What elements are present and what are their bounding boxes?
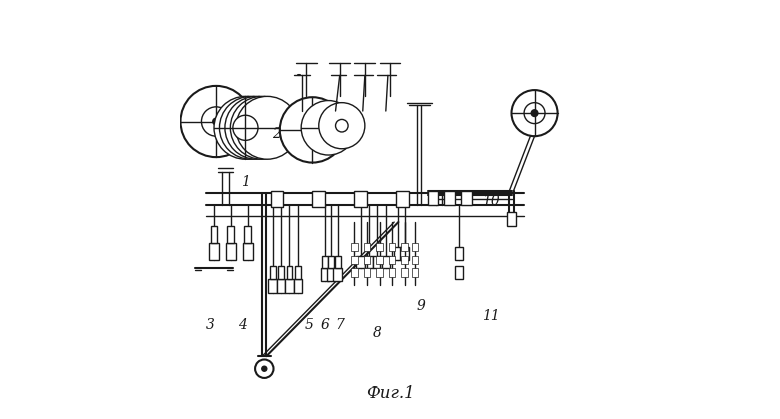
Bar xyxy=(412,268,419,277)
Circle shape xyxy=(301,101,356,155)
Bar xyxy=(211,226,218,243)
Bar xyxy=(363,243,370,251)
Text: 5: 5 xyxy=(305,318,314,332)
Bar xyxy=(376,243,383,251)
Circle shape xyxy=(230,96,293,159)
Bar xyxy=(381,256,390,268)
Bar xyxy=(376,256,383,264)
Text: 1: 1 xyxy=(241,175,250,189)
Bar xyxy=(400,247,409,260)
Circle shape xyxy=(262,366,267,371)
Bar xyxy=(243,243,253,260)
Text: 2: 2 xyxy=(271,127,281,141)
Circle shape xyxy=(180,86,252,157)
Bar xyxy=(388,256,395,264)
Circle shape xyxy=(524,103,545,124)
Bar xyxy=(455,266,463,279)
Text: 11: 11 xyxy=(482,309,499,323)
Bar xyxy=(445,191,455,205)
Circle shape xyxy=(302,119,323,140)
Bar xyxy=(396,191,409,207)
Text: Фиг.1: Фиг.1 xyxy=(366,385,414,402)
Bar xyxy=(268,279,277,293)
Bar xyxy=(394,247,402,260)
Text: 9: 9 xyxy=(417,299,426,313)
Text: 7: 7 xyxy=(335,318,344,332)
Bar xyxy=(376,268,383,277)
Bar xyxy=(507,212,516,226)
Circle shape xyxy=(213,118,219,125)
Bar xyxy=(356,256,365,268)
Bar xyxy=(313,191,325,207)
Text: 6: 6 xyxy=(321,318,329,332)
Text: 3: 3 xyxy=(206,318,215,332)
Bar xyxy=(293,279,302,293)
Text: 10: 10 xyxy=(482,194,499,208)
Bar xyxy=(412,243,419,251)
Bar xyxy=(335,256,341,268)
Bar xyxy=(354,191,367,207)
Bar xyxy=(461,191,472,205)
Circle shape xyxy=(214,96,277,159)
Bar xyxy=(388,243,395,251)
Bar xyxy=(225,243,236,260)
Bar xyxy=(295,266,301,279)
Circle shape xyxy=(225,96,288,159)
Circle shape xyxy=(201,107,231,136)
Bar xyxy=(351,256,358,264)
Bar xyxy=(228,226,234,243)
Bar xyxy=(277,279,285,293)
Circle shape xyxy=(512,90,558,136)
Bar xyxy=(286,266,292,279)
Bar xyxy=(244,226,251,243)
Bar xyxy=(412,256,419,264)
Circle shape xyxy=(280,97,346,163)
Bar xyxy=(455,247,463,260)
Bar xyxy=(365,256,374,268)
Bar xyxy=(402,243,408,251)
Bar xyxy=(270,266,275,279)
Bar xyxy=(333,268,342,281)
Circle shape xyxy=(320,119,337,136)
Bar xyxy=(285,279,293,293)
Bar xyxy=(322,256,328,268)
Bar xyxy=(278,266,284,279)
Circle shape xyxy=(319,103,365,149)
Bar xyxy=(271,191,283,207)
Bar xyxy=(351,243,358,251)
Bar xyxy=(388,268,395,277)
Bar xyxy=(363,256,370,264)
Bar xyxy=(402,256,408,264)
Circle shape xyxy=(233,115,258,140)
Circle shape xyxy=(219,96,282,159)
Circle shape xyxy=(255,360,274,378)
Bar xyxy=(374,256,381,268)
Circle shape xyxy=(236,96,299,159)
Bar xyxy=(209,243,219,260)
Circle shape xyxy=(309,127,316,133)
Circle shape xyxy=(335,119,348,132)
Text: 8: 8 xyxy=(373,326,382,340)
Bar xyxy=(328,256,335,268)
Bar xyxy=(321,268,329,281)
Bar xyxy=(427,191,438,205)
Bar xyxy=(351,268,358,277)
Bar xyxy=(402,268,408,277)
Circle shape xyxy=(531,110,538,116)
Bar xyxy=(363,268,370,277)
Text: 4: 4 xyxy=(238,318,247,332)
Bar xyxy=(327,268,335,281)
